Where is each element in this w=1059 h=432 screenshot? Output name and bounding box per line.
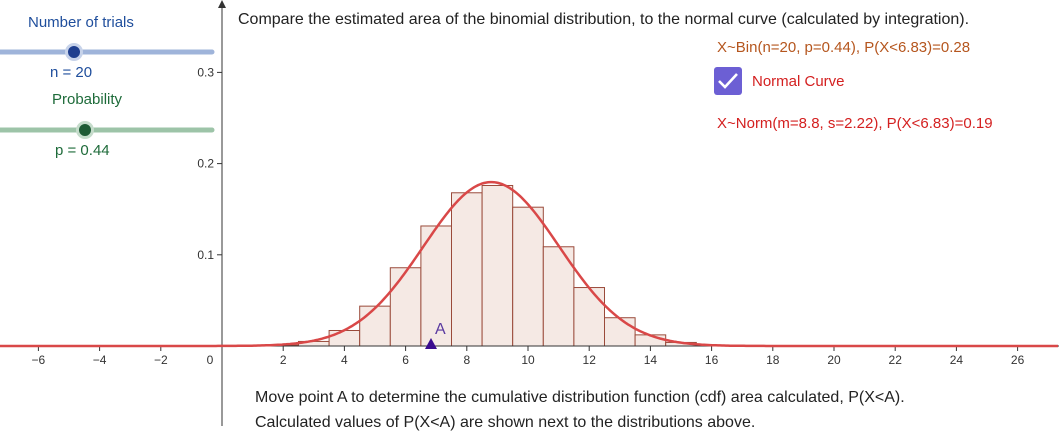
binomial-bar — [605, 318, 636, 346]
binomial-bar — [390, 268, 421, 346]
binomial-bar — [574, 288, 605, 346]
x-tick-label: 14 — [644, 353, 658, 367]
x-tick-label: 22 — [889, 353, 903, 367]
point-a-label: A — [435, 321, 446, 338]
trials-slider-thumb[interactable] — [67, 45, 82, 60]
probability-value: p = 0.44 — [55, 142, 110, 159]
y-tick-label: 0.2 — [197, 157, 214, 171]
x-tick-label: 24 — [950, 353, 964, 367]
binomial-result: X~Bin(n=20, p=0.44), P(X<6.83)=0.28 — [717, 39, 970, 56]
x-tick-label: 4 — [341, 353, 348, 367]
x-tick-label: 26 — [1011, 353, 1025, 367]
x-tick-label: 8 — [463, 353, 470, 367]
probability-slider-thumb[interactable] — [78, 123, 93, 138]
x-tick-label: −6 — [32, 353, 46, 367]
trials-slider-label: Number of trials — [28, 14, 134, 31]
normal-curve-checkbox-label: Normal Curve — [752, 73, 845, 90]
binomial-bar — [513, 207, 544, 346]
binomial-bars — [237, 185, 757, 346]
x-tick-label: −2 — [154, 353, 168, 367]
bottom-instruction-line1: Move point A to determine the cumulative… — [255, 389, 905, 407]
x-tick-label: 16 — [705, 353, 719, 367]
x-tick-label: 18 — [766, 353, 780, 367]
x-tick-label: −4 — [93, 353, 107, 367]
binomial-bar — [329, 330, 360, 346]
y-ticks: 0.1 0.2 0.3 — [197, 65, 222, 261]
x-tick-label: 12 — [583, 353, 597, 367]
y-axis-arrow — [218, 0, 226, 8]
binomial-bar — [482, 185, 513, 346]
x-tick-label: 2 — [280, 353, 287, 367]
trials-value: n = 20 — [50, 64, 92, 81]
bottom-instruction-line2: Calculated values of P(X<A) are shown ne… — [255, 414, 755, 432]
y-tick-label: 0.3 — [197, 65, 214, 79]
checkmark-icon — [717, 71, 739, 91]
x-tick-label: 20 — [827, 353, 841, 367]
binomial-bar — [452, 193, 483, 346]
y-tick-label: 0.1 — [197, 248, 214, 262]
binomial-bar — [360, 306, 391, 346]
x-tick-label: 10 — [521, 353, 535, 367]
normal-result: X~Norm(m=8.8, s=2.22), P(X<6.83)=0.19 — [717, 115, 993, 132]
probability-slider-label: Probability — [52, 91, 122, 108]
x-tick-label: 6 — [402, 353, 409, 367]
top-instruction: Compare the estimated area of the binomi… — [238, 11, 969, 29]
x-tick-label: 0 — [207, 353, 214, 367]
normal-curve-checkbox[interactable] — [714, 67, 742, 95]
